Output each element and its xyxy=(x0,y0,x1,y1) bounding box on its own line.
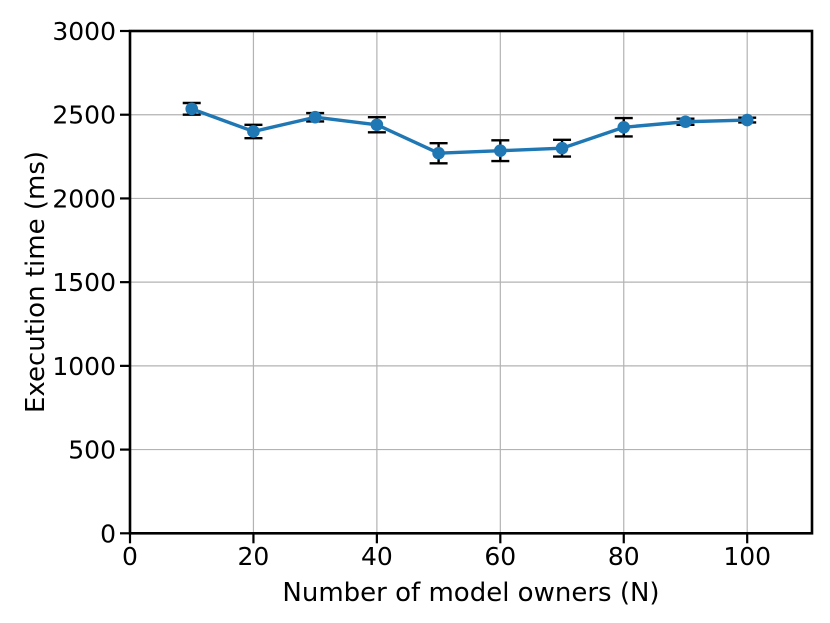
x-tick-label: 60 xyxy=(484,542,516,571)
x-axis-label: Number of model owners (N) xyxy=(282,578,659,608)
x-tick-label: 40 xyxy=(361,542,393,571)
axis-ticks xyxy=(120,29,749,544)
plot-frame xyxy=(128,29,814,535)
y-axis-label: Execution time (ms) xyxy=(21,151,51,413)
y-tick-label: 1000 xyxy=(52,352,116,381)
x-tick-label: 20 xyxy=(238,542,270,571)
y-tick-label: 2000 xyxy=(52,184,116,213)
data-point-marker xyxy=(617,120,631,134)
data-point-marker xyxy=(185,102,199,116)
y-tick-label: 3000 xyxy=(52,17,116,46)
data-series xyxy=(182,101,757,165)
y-tick-label: 2500 xyxy=(52,101,116,130)
data-point-marker xyxy=(679,115,692,129)
data-point-marker xyxy=(247,125,260,138)
axes-spines xyxy=(128,29,814,535)
data-point-marker xyxy=(740,113,754,127)
data-point-marker xyxy=(494,144,507,158)
data-point-marker xyxy=(308,110,322,124)
y-tick-label: 0 xyxy=(100,519,116,548)
y-tick-label: 500 xyxy=(68,436,116,465)
data-point-marker xyxy=(370,118,384,132)
data-point-marker xyxy=(432,146,445,160)
x-tick-label: 80 xyxy=(608,542,640,571)
x-tick-label: 0 xyxy=(122,542,138,571)
gridlines xyxy=(129,30,812,534)
y-tick-label: 1500 xyxy=(52,268,116,297)
data-point-marker xyxy=(555,141,569,155)
x-tick-label: 100 xyxy=(723,542,771,571)
data-line xyxy=(190,107,749,155)
